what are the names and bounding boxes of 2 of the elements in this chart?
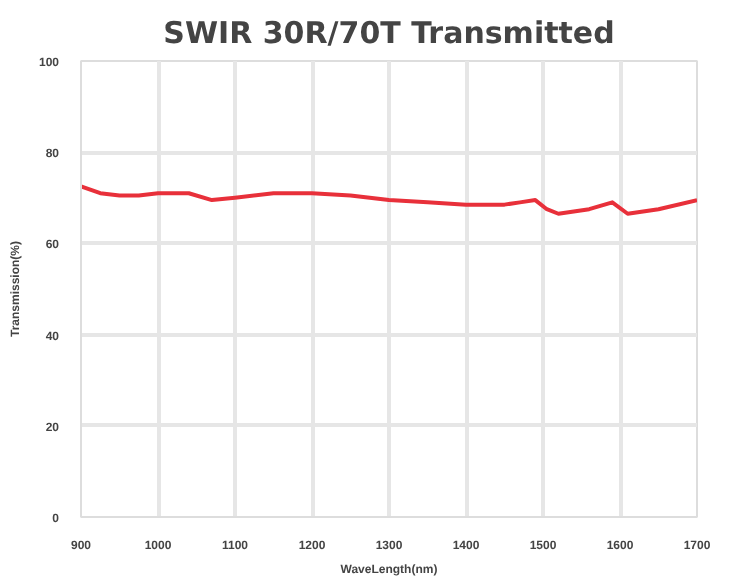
line-series (81, 184, 697, 216)
chart-title: SWIR 30R/70T Transmitted (163, 15, 615, 51)
